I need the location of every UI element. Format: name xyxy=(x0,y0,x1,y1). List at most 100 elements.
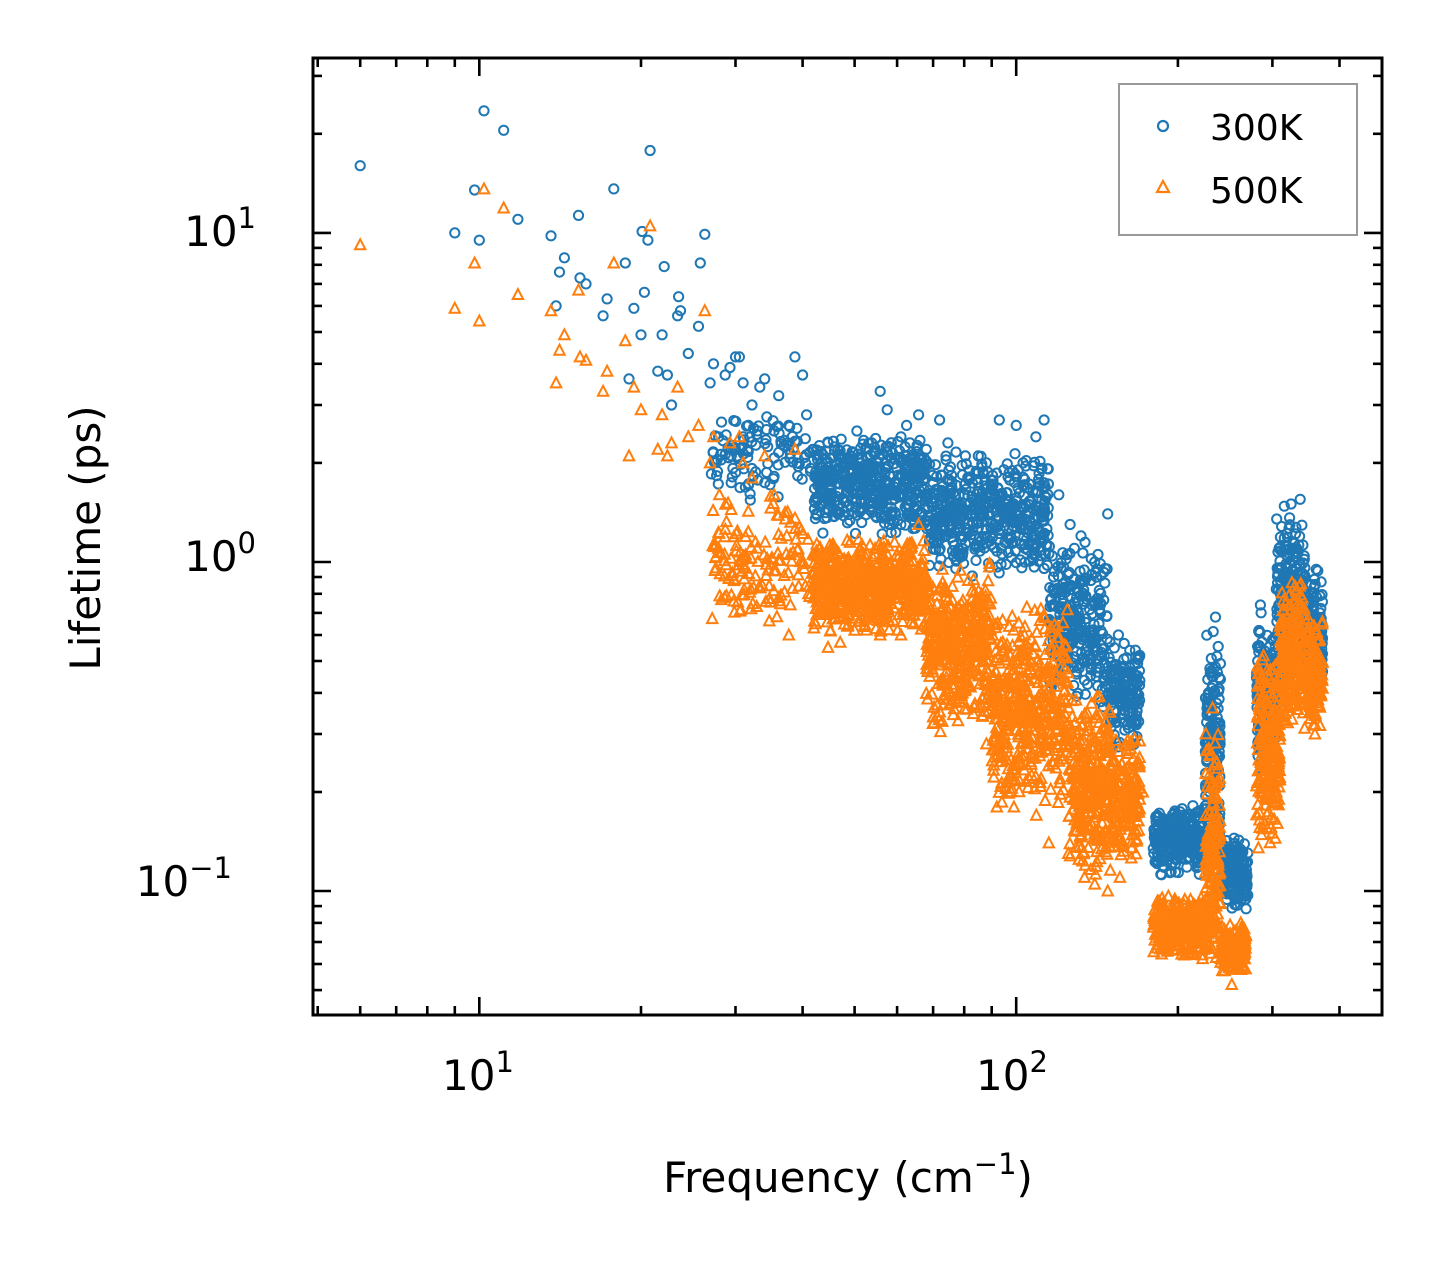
data-point xyxy=(899,441,911,453)
data-point xyxy=(975,511,987,523)
data-point xyxy=(914,515,926,527)
data-point xyxy=(726,471,738,483)
data-point xyxy=(846,446,858,458)
data-point xyxy=(773,446,785,458)
data-point xyxy=(885,437,897,449)
data-point xyxy=(1080,630,1092,642)
data-point xyxy=(1075,577,1087,589)
data-point xyxy=(930,537,943,549)
data-point xyxy=(1102,680,1114,692)
data-point xyxy=(811,509,823,521)
data-point xyxy=(1074,613,1086,626)
data-point xyxy=(872,457,884,469)
data-point xyxy=(1117,674,1129,686)
data-point xyxy=(980,457,993,469)
data-point xyxy=(1085,574,1097,587)
data-point xyxy=(943,556,955,569)
data-point xyxy=(1013,509,1025,521)
data-point xyxy=(817,527,829,539)
data-point xyxy=(960,458,972,470)
data-point xyxy=(1064,547,1076,560)
data-point xyxy=(1098,643,1110,655)
data-point xyxy=(1099,577,1111,589)
data-point xyxy=(1009,448,1021,460)
data-point xyxy=(960,483,972,495)
data-point xyxy=(1080,593,1092,605)
data-point xyxy=(775,435,787,448)
data-point xyxy=(926,469,939,481)
data-point xyxy=(1118,637,1130,650)
data-point xyxy=(808,503,821,515)
data-point xyxy=(972,466,985,478)
data-point xyxy=(880,475,892,487)
data-point xyxy=(819,496,832,508)
data-point xyxy=(940,450,952,462)
data-point xyxy=(948,506,961,518)
data-point xyxy=(1109,689,1121,701)
data-point xyxy=(975,535,987,548)
data-point xyxy=(1093,617,1105,630)
data-point xyxy=(988,519,1000,531)
data-point xyxy=(1019,542,1031,555)
data-point xyxy=(886,452,898,464)
data-point xyxy=(1103,652,1115,664)
data-point xyxy=(741,444,754,456)
data-point xyxy=(1026,528,1038,541)
data-point xyxy=(847,465,859,477)
data-point xyxy=(744,494,756,506)
data-point xyxy=(720,429,732,441)
data-point xyxy=(1087,645,1100,657)
data-point xyxy=(1059,586,1072,598)
data-point xyxy=(996,490,1009,502)
data-point xyxy=(1002,546,1014,559)
data-point xyxy=(1124,644,1136,656)
data-point xyxy=(759,438,771,450)
data-point xyxy=(832,494,844,506)
data-point xyxy=(970,554,982,567)
data-point xyxy=(821,503,833,515)
data-point xyxy=(725,477,737,489)
data-point xyxy=(976,493,988,505)
data-point xyxy=(1000,558,1012,571)
data-point xyxy=(828,452,840,464)
data-point xyxy=(1085,658,1097,670)
data-point xyxy=(989,491,1001,503)
data-point xyxy=(900,482,912,494)
data-point xyxy=(958,489,971,501)
data-point xyxy=(1048,571,1060,583)
data-point xyxy=(1108,642,1120,654)
data-point xyxy=(1074,590,1086,602)
data-point xyxy=(1130,673,1143,686)
data-point xyxy=(856,472,868,484)
data-point xyxy=(1043,548,1055,560)
data-point xyxy=(1041,523,1053,535)
data-point xyxy=(1035,550,1047,562)
data-point xyxy=(886,509,898,521)
data-point xyxy=(819,466,832,478)
data-point xyxy=(844,515,856,527)
data-point xyxy=(932,517,944,529)
data-point xyxy=(752,474,764,486)
data-point xyxy=(945,532,957,544)
data-point xyxy=(1071,625,1083,637)
data-point xyxy=(1117,678,1129,690)
data-point xyxy=(895,518,907,531)
data-point xyxy=(950,479,963,491)
data-point xyxy=(871,512,883,524)
data-point xyxy=(867,466,879,478)
data-point xyxy=(1017,471,1029,483)
data-point xyxy=(739,481,752,493)
data-point xyxy=(862,452,874,464)
data-point xyxy=(954,523,966,535)
data-point xyxy=(904,507,916,519)
data-point xyxy=(1018,490,1030,502)
data-point xyxy=(827,435,840,447)
data-point xyxy=(957,547,969,559)
data-point xyxy=(972,477,984,489)
data-point xyxy=(935,528,947,540)
data-point xyxy=(905,456,917,468)
data-point xyxy=(711,470,723,482)
data-point xyxy=(761,466,773,479)
data-point xyxy=(1062,568,1074,581)
data-point xyxy=(1003,467,1015,479)
